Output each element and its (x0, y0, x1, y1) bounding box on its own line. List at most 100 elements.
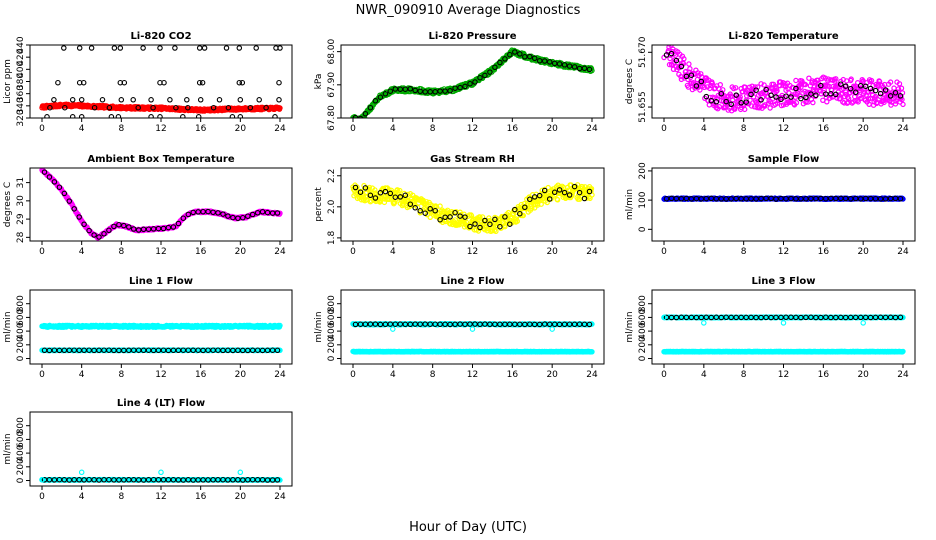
data-point (709, 80, 716, 87)
data-point (397, 86, 404, 92)
data-point (758, 81, 764, 87)
data-point (452, 209, 458, 216)
data-point (728, 196, 734, 202)
data-point (798, 95, 804, 102)
data-point (872, 87, 879, 94)
data-point (220, 211, 226, 217)
y-tick-label: 100 (638, 191, 648, 208)
data-point (667, 55, 673, 62)
data-point (748, 103, 755, 109)
data-point (457, 84, 463, 91)
data-point (782, 81, 788, 87)
data-point (586, 188, 593, 195)
data-point (586, 66, 593, 73)
data-point (522, 54, 528, 60)
y-tick-label: 400 (16, 322, 26, 339)
panel-title: Ambient Box Temperature (87, 154, 234, 165)
x-tick-label: 20 (857, 124, 869, 134)
data-point (397, 187, 403, 194)
data-point (546, 59, 553, 65)
data-point (215, 210, 221, 216)
x-tick-label: 8 (741, 124, 747, 134)
data-point (382, 188, 389, 195)
data-point (249, 211, 256, 218)
data-point (507, 221, 513, 227)
data-point (437, 88, 443, 94)
data-point (803, 94, 809, 101)
data-point (237, 114, 244, 118)
data-point (51, 347, 58, 353)
data-point (493, 228, 499, 234)
data-point (121, 79, 128, 86)
data-point (857, 196, 864, 202)
data-point (254, 210, 261, 216)
data-point (367, 192, 374, 199)
x-tick-label: 4 (79, 247, 85, 257)
data-point (512, 49, 518, 55)
data-point (838, 81, 844, 87)
data-point (46, 347, 53, 354)
data-point (900, 196, 906, 202)
x-tick-label: 4 (701, 124, 707, 134)
data-point (392, 199, 398, 206)
data-point (847, 196, 854, 202)
data-point (180, 347, 187, 353)
data-point (758, 195, 764, 202)
data-point (200, 208, 206, 215)
data-point (184, 97, 190, 103)
data-point (81, 347, 87, 354)
data-point (891, 85, 897, 91)
data-point (740, 88, 746, 95)
data-point (896, 81, 903, 87)
data-point (140, 347, 147, 354)
y-tick-label: 31 (16, 177, 26, 188)
data-point (502, 223, 508, 230)
data-point (823, 195, 829, 202)
data-point (556, 187, 563, 193)
data-point (713, 99, 720, 105)
data-point (868, 77, 875, 84)
data-point (245, 213, 251, 219)
x-tick-label: 24 (897, 124, 909, 134)
data-point (76, 214, 82, 220)
data-point (703, 93, 710, 100)
data-point (808, 91, 814, 97)
y-tick-label: 2.2 (327, 169, 337, 183)
data-point (733, 92, 739, 98)
data-point (148, 97, 154, 103)
data-point (728, 101, 734, 108)
data-point (190, 347, 196, 354)
data-point (106, 104, 113, 111)
y-axis-label: degrees C (625, 59, 635, 104)
data-point (236, 79, 243, 86)
series-ten-second (39, 322, 283, 330)
data-point (69, 114, 76, 118)
data-point (264, 347, 271, 354)
data-point (855, 79, 861, 86)
x-tick-label: 4 (390, 124, 396, 134)
data-point (778, 96, 784, 103)
data-point (130, 226, 137, 232)
data-point (157, 45, 163, 51)
data-point (748, 196, 754, 202)
data-point (551, 189, 558, 196)
data-point (732, 106, 738, 112)
data-point (422, 89, 428, 95)
data-point (824, 99, 830, 105)
y-axis-label: percent (314, 187, 324, 222)
data-point (842, 195, 849, 202)
data-point (225, 347, 231, 354)
data-point (80, 79, 87, 86)
data-point (900, 101, 906, 108)
data-point (467, 80, 473, 87)
data-point (793, 77, 799, 84)
data-point (259, 347, 266, 354)
data-point (240, 214, 246, 221)
y-axis-label: kPa (314, 74, 324, 90)
data-point (135, 227, 142, 233)
y-tick-label: 340 (16, 97, 26, 114)
data-point (527, 196, 533, 203)
data-point (165, 347, 172, 354)
data-point (71, 206, 77, 212)
